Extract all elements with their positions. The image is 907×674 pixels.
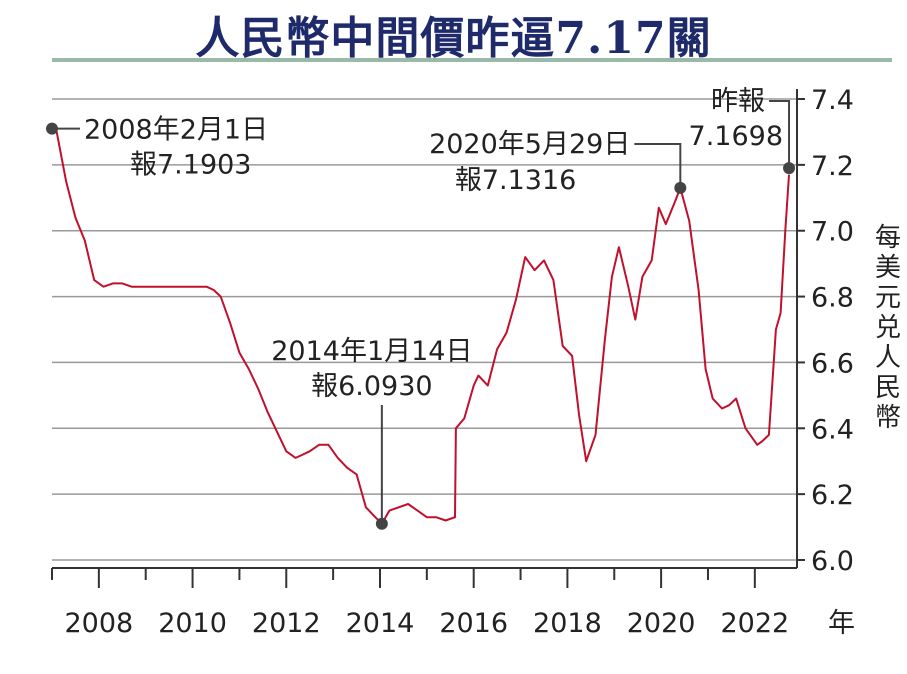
x-tick-label: 2010	[158, 608, 227, 639]
y-tick-label: 6.4	[811, 414, 854, 445]
annotation-leader-2020	[634, 143, 682, 188]
x-axis-unit: 年	[828, 608, 855, 639]
annotation-value-latest: 7.1698	[689, 121, 783, 152]
y-tick-label: 6.8	[811, 283, 854, 314]
annotation-value-2014: 報6.0930	[311, 371, 432, 402]
y-tick-label: 6.0	[811, 546, 854, 577]
x-tick-label: 2008	[64, 608, 133, 639]
annotation-date-latest: 昨報	[711, 86, 765, 117]
x-tick-label: 2016	[439, 608, 508, 639]
x-tick-label: 2012	[252, 608, 321, 639]
y-tick-label: 7.0	[811, 217, 854, 248]
x-tick-label: 2022	[720, 608, 789, 639]
annotation-value-2020: 報7.1316	[455, 165, 576, 196]
y-tick-label: 6.2	[811, 480, 854, 511]
series-line-group	[51, 127, 790, 525]
annotation-dot-2020	[674, 181, 687, 194]
chart-title: 人民幣中間價昨逼7.17關	[195, 13, 712, 64]
annotation-leader-latest	[769, 100, 791, 169]
y-tick-label: 7.2	[811, 151, 854, 182]
title-divider	[52, 58, 892, 62]
y-tick-label: 6.6	[811, 348, 854, 379]
x-tick-label: 2014	[346, 608, 415, 639]
annotation-date-2020: 2020年5月29日	[429, 129, 630, 160]
x-tick-label: 2020	[627, 608, 696, 639]
annotation-dot-2014	[375, 517, 388, 530]
series-line-0	[51, 127, 790, 525]
annotation-dot-latest	[783, 162, 796, 175]
annotation-date-2008: 2008年2月1日	[84, 115, 268, 146]
y-axis-label: 每美元兑人民幣	[875, 223, 901, 433]
grid-lines	[52, 98, 797, 561]
x-tick-label: 2018	[533, 608, 602, 639]
annotation-dot-2008	[46, 122, 58, 135]
annotation-value-2008: 報7.1903	[130, 150, 251, 181]
axes: 6.0 6.2 6.4 6.6 6.8 7.0 7.2 7.4 2008 2010 2012 2014…	[51, 85, 854, 639]
y-tick-label: 7.4	[811, 85, 854, 116]
annotation-date-2014: 2014年1月14日	[271, 336, 472, 367]
